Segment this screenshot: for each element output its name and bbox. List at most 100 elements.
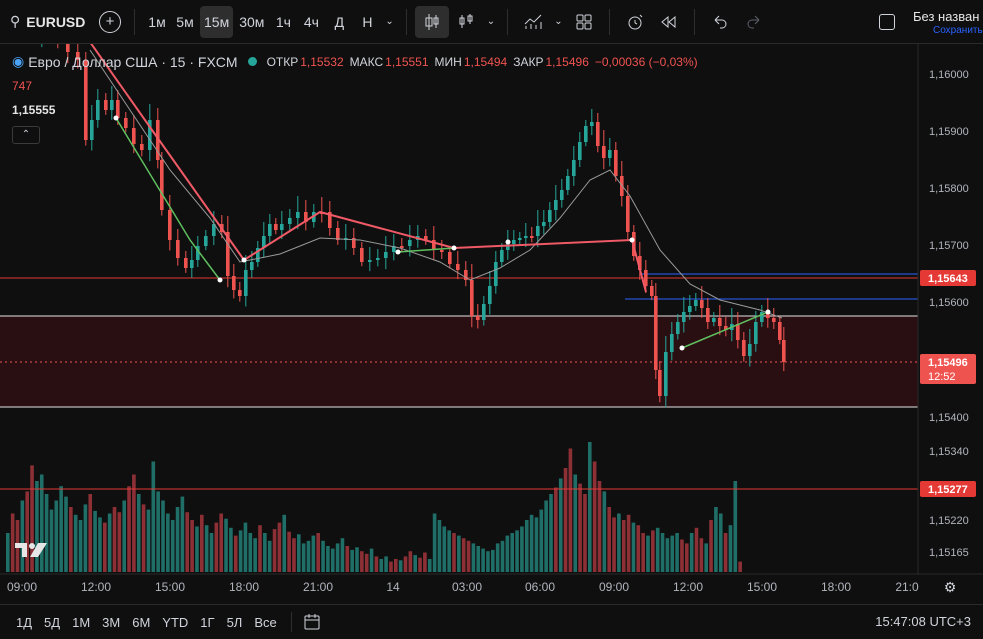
candle-body [368,260,372,262]
candle-body [392,246,396,252]
price-label-box [920,270,976,286]
candle-body [644,270,648,286]
top-toolbar: ⚲ EURUSD + 1м 5м 15м 30м 1ч 4ч Д Н ⌄ ⌄ ⌄… [0,0,983,44]
volume-bar [321,540,325,572]
candle-body [560,190,564,200]
interval-4h[interactable]: 4ч [303,13,319,30]
undo-button[interactable] [703,6,737,38]
interval-5m[interactable]: 5м [176,13,194,30]
interval-1m[interactable]: 1м [148,13,166,30]
high-label: МАКС [349,54,384,69]
range-5d[interactable]: 5Д [44,614,61,630]
compare-button[interactable]: + [95,6,125,38]
volume-bar [195,526,199,572]
range-5y[interactable]: 5Л [226,614,243,630]
tv-logo-icon [15,543,47,557]
candle-body [238,290,242,296]
volume-bar [83,504,88,572]
range-all[interactable]: Все [254,614,277,630]
go-to-date-button[interactable] [300,610,324,634]
volume-bar [93,510,97,572]
volume-bar [408,551,413,572]
replay-button[interactable] [652,6,686,38]
candle-body [614,150,618,176]
volume-bar [655,527,660,572]
range-ytd[interactable]: YTD [162,614,189,630]
range-1d[interactable]: 1Д [16,614,33,630]
indicators-button[interactable] [449,6,483,38]
instrument-title[interactable]: Евро / Доллар США · 15 · FXCM [28,53,238,70]
indicator-templates-button[interactable] [516,6,550,38]
range-3m[interactable]: 3М [102,614,121,630]
save-link[interactable]: Сохранить [933,25,983,36]
volume-bar [88,494,93,572]
candle-body [328,212,332,228]
volume-bar [714,507,718,572]
interval-1w[interactable]: Н [362,13,373,30]
candle-body [226,232,230,276]
settings-gear-icon[interactable]: ⚙ [943,579,957,595]
volume-bar [423,552,427,572]
volume-bar [476,546,481,572]
layouts-button[interactable] [567,6,601,38]
volume-bar [107,513,112,572]
candle-body [596,122,600,146]
chevron-down-icon[interactable]: ⌄ [554,16,563,27]
candle-body [572,160,576,176]
candle-body [448,252,452,264]
chart-pane[interactable]: 1,16000 1,15900 1,15800 1,15700 1,15600 1,154… [0,44,983,604]
interval-1h[interactable]: 1ч [275,13,291,30]
candle-body [470,280,474,316]
interval-30m[interactable]: 30м [239,13,265,30]
chart-background [0,44,983,574]
interval-15m[interactable]: 15м [200,5,234,38]
volume-bar [398,560,403,572]
tradingview-logo[interactable] [14,541,48,559]
volume-bar [394,559,398,572]
close-value: 1,15496 [545,54,589,69]
layout-checkbox[interactable] [879,14,895,30]
trend-line-green [397,247,455,253]
rewind-icon [660,15,676,28]
volume-bar [311,535,316,572]
candles-button[interactable] [414,5,449,38]
volume-bar [78,520,83,572]
range-1y[interactable]: 1Г [200,614,215,630]
low-label: МИН [434,54,462,69]
symbol-search[interactable]: ⚲ EURUSD [0,13,94,30]
candle-body [524,236,528,238]
candle-body [590,122,594,126]
price-tick-label: 1,15165 [929,547,969,559]
layout-name[interactable]: Без назван Сохранить [879,6,983,38]
volume-bar [675,533,679,572]
candle-body [464,270,468,280]
candle-body [132,128,136,144]
candle-body [578,142,582,160]
alert-button[interactable] [618,6,652,38]
chevron-down-icon[interactable]: ⌄ [385,16,394,27]
candle-body [262,236,266,248]
divider [507,8,509,35]
price-chart[interactable]: 1,16000 1,15900 1,15800 1,15700 1,15600 1,154… [0,44,983,604]
volume-bar [563,468,568,572]
divider [134,8,135,35]
candle-body [336,228,340,240]
range-6m[interactable]: 6М [132,614,151,630]
chevron-down-icon[interactable]: ⌄ [486,16,496,27]
volume-bar [297,534,301,572]
redo-button[interactable] [737,6,771,38]
volume-bar [287,531,291,572]
volume-bar [64,496,68,572]
collapse-legend-button[interactable]: ⌃ [12,126,40,144]
clock[interactable]: 15:47:08 UTC+3 [875,614,971,629]
volume-bar [219,513,223,572]
volume-bar [389,561,393,572]
volume-bar [292,538,296,572]
interval-1d[interactable]: Д [334,13,345,30]
time-tick-label: 14 [386,580,400,594]
volume-bar [694,527,699,572]
range-1m[interactable]: 1М [72,614,91,630]
volume-bar [612,517,616,572]
volume-bar [204,525,209,572]
candle-body [244,270,248,296]
